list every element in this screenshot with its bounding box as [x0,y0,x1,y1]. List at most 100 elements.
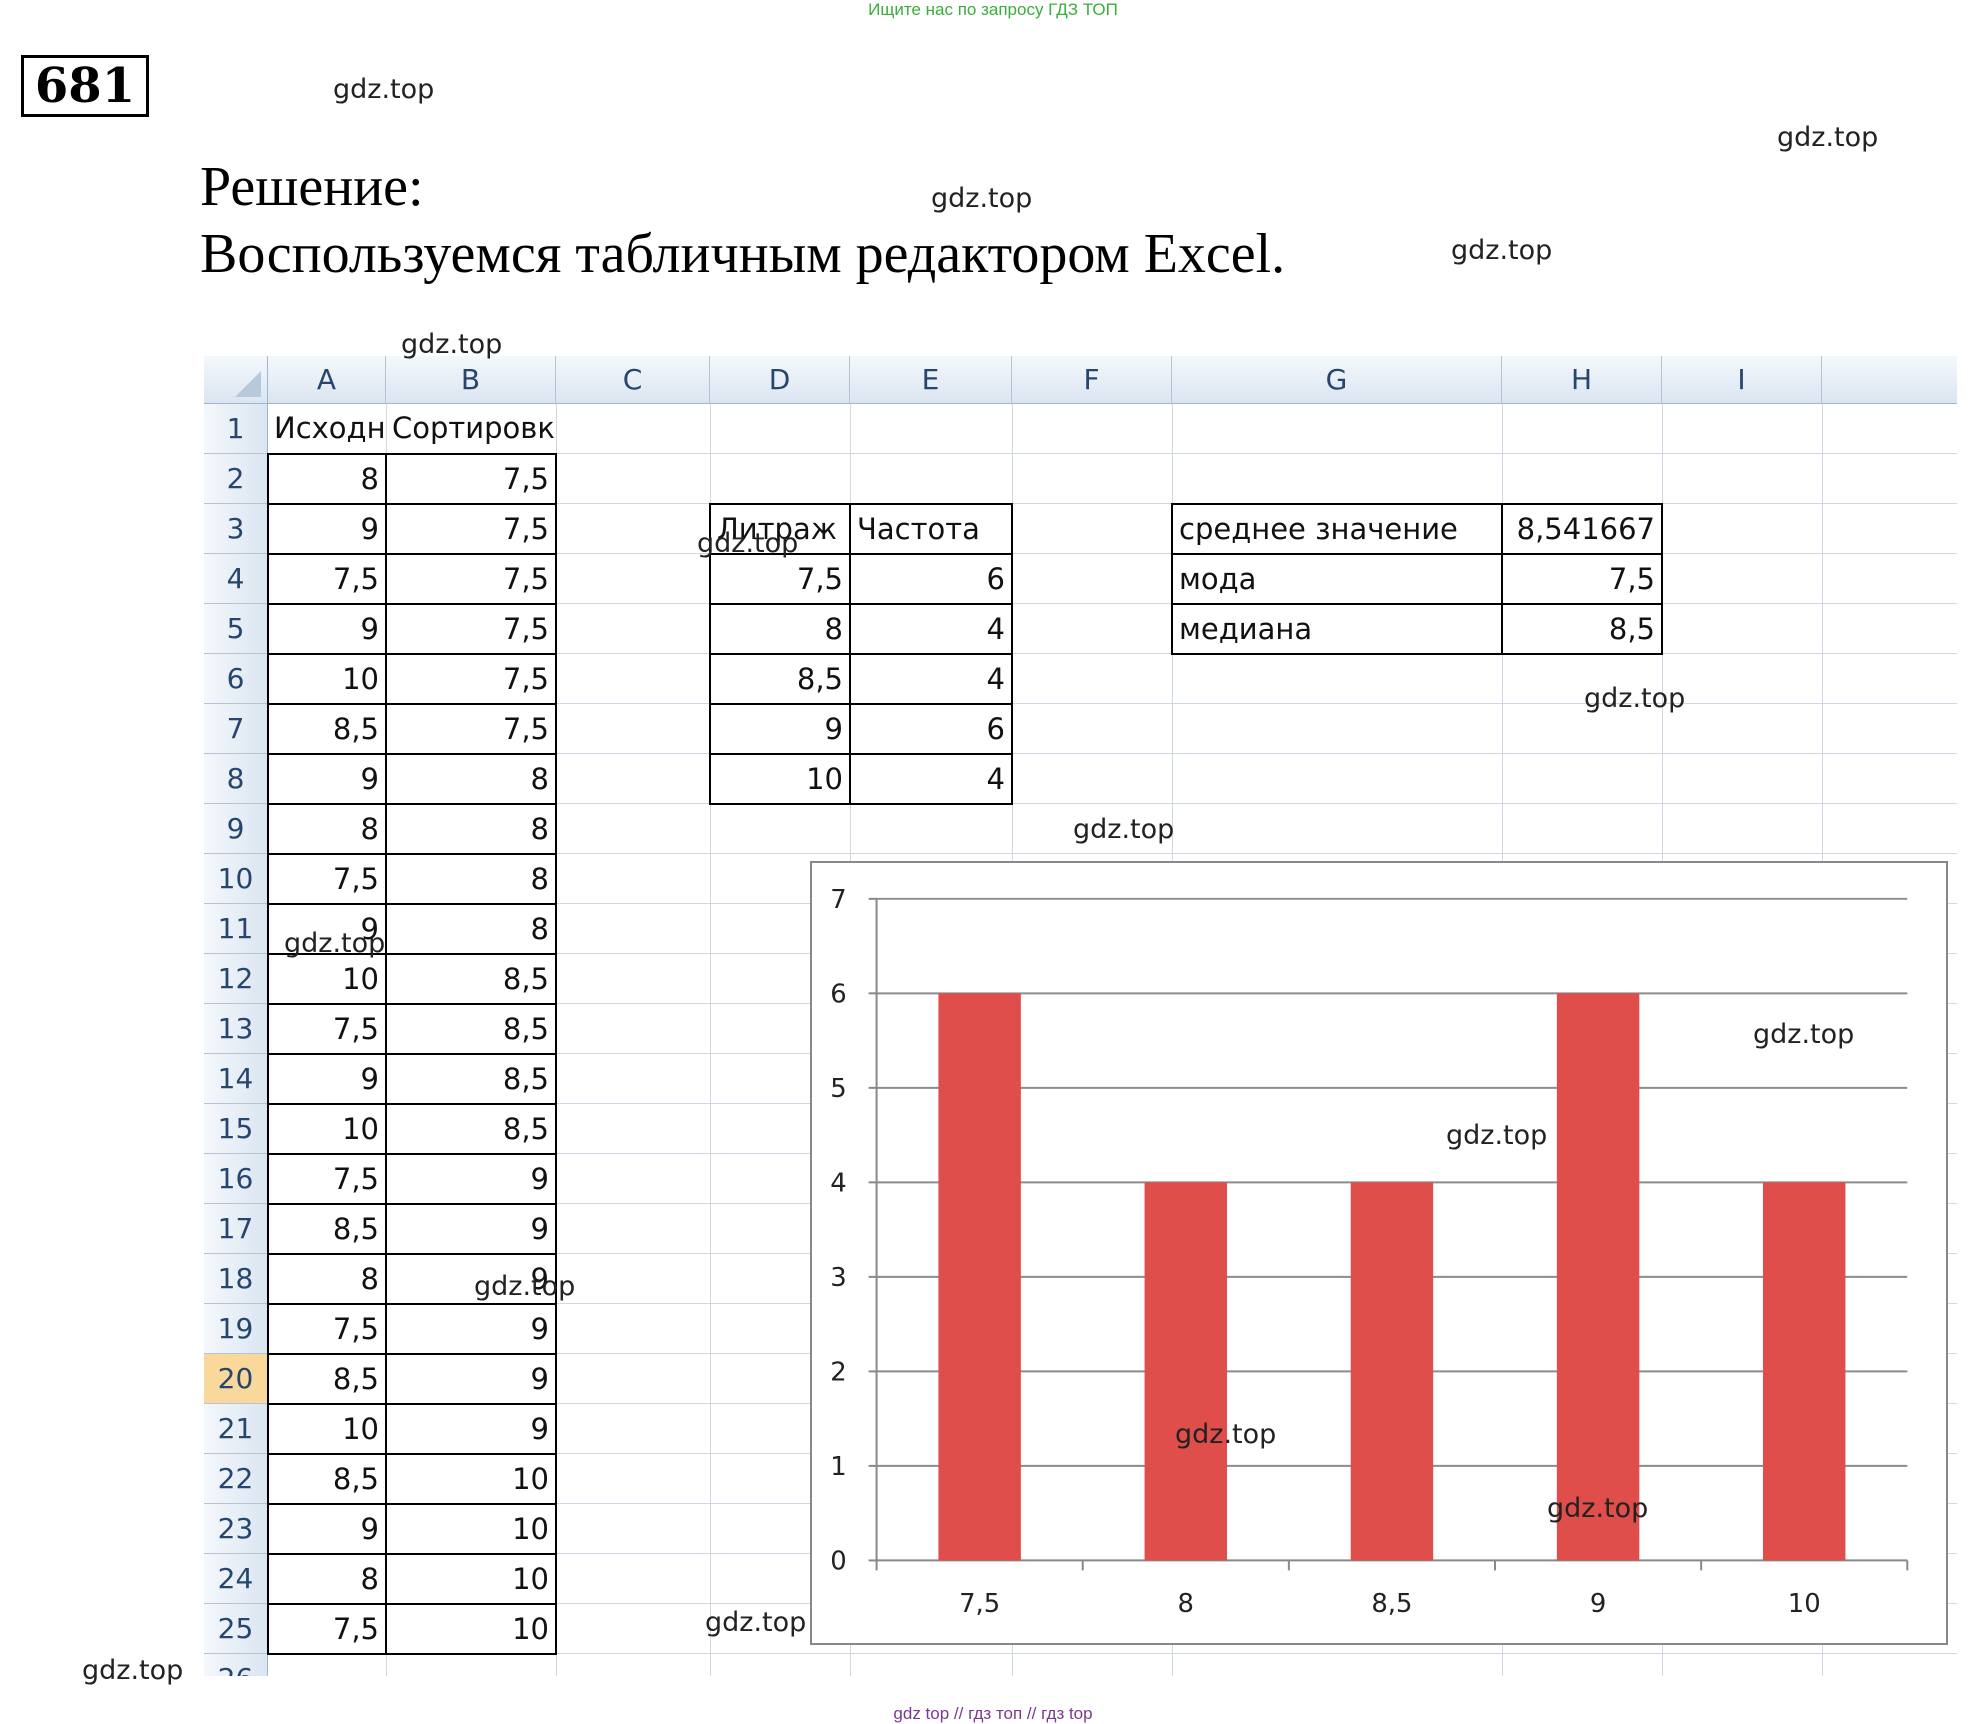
row-header-9[interactable]: 9 [204,804,268,854]
row-header-19[interactable]: 19 [204,1304,268,1354]
cell-d6[interactable]: 8,5 [709,653,851,705]
cell-b20[interactable]: 9 [385,1353,557,1405]
cell-e3-header[interactable]: Частота [849,503,1013,555]
row-header-7[interactable]: 7 [204,704,268,754]
cell-a22[interactable]: 8,5 [267,1453,387,1505]
cell-b3[interactable]: 7,5 [385,503,557,555]
cell-h5-median-value[interactable]: 8,5 [1501,603,1663,655]
cell-a15[interactable]: 10 [267,1103,387,1155]
row-header-10[interactable]: 10 [204,854,268,904]
cell-b13[interactable]: 8,5 [385,1003,557,1055]
cell-e6[interactable]: 4 [849,653,1013,705]
cell-d5[interactable]: 8 [709,603,851,655]
cell-g4-mode-label[interactable]: мода [1171,553,1503,605]
cell-b19[interactable]: 9 [385,1303,557,1355]
cell-b25[interactable]: 10 [385,1603,557,1655]
cell-e4[interactable]: 6 [849,553,1013,605]
row-header-3[interactable]: 3 [204,504,268,554]
cell-b9[interactable]: 8 [385,803,557,855]
cell-b23[interactable]: 10 [385,1503,557,1555]
cell-b14[interactable]: 8,5 [385,1053,557,1105]
cell-a21[interactable]: 10 [267,1403,387,1455]
row-header-5[interactable]: 5 [204,604,268,654]
cell-a24[interactable]: 8 [267,1553,387,1605]
column-header-c[interactable]: C [556,356,710,404]
row-header-25[interactable]: 25 [204,1604,268,1654]
cell-a8[interactable]: 9 [267,753,387,805]
column-header-e[interactable]: E [850,356,1012,404]
cell-a17[interactable]: 8,5 [267,1203,387,1255]
select-all-corner[interactable] [204,356,268,404]
cell-b1-header[interactable]: Сортировка [392,411,556,445]
cell-b11[interactable]: 8 [385,903,557,955]
cell-a2[interactable]: 8 [267,453,387,505]
cell-g5-median-label[interactable]: медиана [1171,603,1503,655]
cell-b8[interactable]: 8 [385,753,557,805]
row-header-8[interactable]: 8 [204,754,268,804]
column-header-h[interactable]: H [1502,356,1662,404]
cell-b22[interactable]: 10 [385,1453,557,1505]
cell-d4[interactable]: 7,5 [709,553,851,605]
cell-a9[interactable]: 8 [267,803,387,855]
cell-a5[interactable]: 9 [267,603,387,655]
cell-b16[interactable]: 9 [385,1153,557,1205]
cell-d7[interactable]: 9 [709,703,851,755]
cell-b4[interactable]: 7,5 [385,553,557,605]
cell-e5[interactable]: 4 [849,603,1013,655]
column-header-f[interactable]: F [1012,356,1172,404]
cell-h3-mean-value[interactable]: 8,541667 [1501,503,1663,555]
cell-a3[interactable]: 9 [267,503,387,555]
cell-b10[interactable]: 8 [385,853,557,905]
cell-a6[interactable]: 10 [267,653,387,705]
row-header-16[interactable]: 16 [204,1154,268,1204]
cell-a16[interactable]: 7,5 [267,1153,387,1205]
cell-d8[interactable]: 10 [709,753,851,805]
cell-b2[interactable]: 7,5 [385,453,557,505]
cell-b7[interactable]: 7,5 [385,703,557,755]
cell-e7[interactable]: 6 [849,703,1013,755]
cell-b5[interactable]: 7,5 [385,603,557,655]
cell-a10[interactable]: 7,5 [267,853,387,905]
row-header-20[interactable]: 20 [204,1354,268,1404]
row-header-13[interactable]: 13 [204,1004,268,1054]
column-header-a[interactable]: A [268,356,386,404]
cell-a12[interactable]: 10 [267,953,387,1005]
cell-b6[interactable]: 7,5 [385,653,557,705]
row-header-18[interactable]: 18 [204,1254,268,1304]
row-header-12[interactable]: 12 [204,954,268,1004]
cell-a25[interactable]: 7,5 [267,1603,387,1655]
frequency-bar-chart[interactable]: 0 1 2 3 4 5 6 7 7,5 8 8,5 9 10 [810,861,1948,1645]
cell-a14[interactable]: 9 [267,1053,387,1105]
cell-a18[interactable]: 8 [267,1253,387,1305]
column-header-i[interactable]: I [1662,356,1822,404]
cell-a7[interactable]: 8,5 [267,703,387,755]
row-header-4[interactable]: 4 [204,554,268,604]
row-header-24[interactable]: 24 [204,1554,268,1604]
row-header-14[interactable]: 14 [204,1054,268,1104]
cell-a19[interactable]: 7,5 [267,1303,387,1355]
column-header-g[interactable]: G [1172,356,1502,404]
row-header-23[interactable]: 23 [204,1504,268,1554]
row-header-21[interactable]: 21 [204,1404,268,1454]
cell-g3-mean-label[interactable]: среднее значение [1171,503,1503,555]
cell-h4-mode-value[interactable]: 7,5 [1501,553,1663,605]
row-header-6[interactable]: 6 [204,654,268,704]
cell-a4[interactable]: 7,5 [267,553,387,605]
column-header-b[interactable]: B [386,356,556,404]
row-header-15[interactable]: 15 [204,1104,268,1154]
row-header-22[interactable]: 22 [204,1454,268,1504]
cell-e8[interactable]: 4 [849,753,1013,805]
row-header-26[interactable]: 26 [204,1654,268,1676]
column-header-d[interactable]: D [710,356,850,404]
cell-a13[interactable]: 7,5 [267,1003,387,1055]
cell-a23[interactable]: 9 [267,1503,387,1555]
cell-b17[interactable]: 9 [385,1203,557,1255]
cell-d3-header[interactable]: Литраж [709,503,851,555]
cell-b21[interactable]: 9 [385,1403,557,1455]
cell-a1-header[interactable]: Исходный [274,411,386,445]
cell-b24[interactable]: 10 [385,1553,557,1605]
row-header-17[interactable]: 17 [204,1204,268,1254]
row-header-1[interactable]: 1 [204,404,268,454]
row-header-2[interactable]: 2 [204,454,268,504]
cell-b15[interactable]: 8,5 [385,1103,557,1155]
